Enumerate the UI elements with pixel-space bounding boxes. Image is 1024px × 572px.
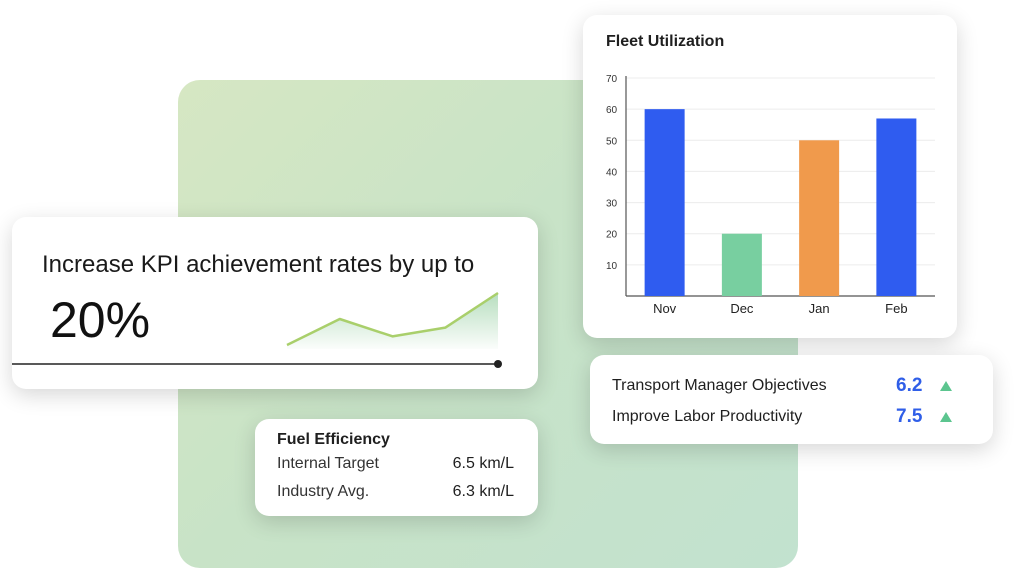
fuel-row-label: Industry Avg. xyxy=(277,483,370,500)
y-tick-label: 20 xyxy=(606,230,618,241)
kpi-trend-sparkline xyxy=(12,291,502,368)
sparkline-line xyxy=(286,291,499,347)
objective-label: Improve Labor Productivity xyxy=(612,408,803,425)
fuel-row: Internal Target 6.5 km/L xyxy=(277,455,514,473)
y-tick-label: 40 xyxy=(606,167,618,178)
bar-jan xyxy=(799,140,840,296)
bar-feb xyxy=(876,118,917,296)
divider-endpoint-dot xyxy=(494,360,502,368)
fleet-utilization-title: Fleet Utilization xyxy=(606,33,725,50)
x-tick-label: Dec xyxy=(730,301,754,316)
fuel-row-value: 6.5 km/L xyxy=(452,455,514,472)
fuel-row: Industry Avg. 6.3 km/L xyxy=(277,483,514,501)
kpi-value: 20% xyxy=(50,292,151,348)
triangle-up-icon xyxy=(940,381,952,391)
y-tick-label: 50 xyxy=(606,136,618,147)
x-tick-label: Feb xyxy=(885,301,907,316)
objective-row: Improve Labor Productivity 7.5 xyxy=(612,406,952,428)
x-tick-label: Jan xyxy=(809,301,830,316)
triangle-up-icon xyxy=(940,412,952,422)
objective-row: Transport Manager Objectives 6.2 xyxy=(612,375,952,397)
bar-dec xyxy=(721,233,762,296)
y-tick-label: 10 xyxy=(606,261,618,272)
fuel-efficiency-card: Fuel Efficiency Internal Target 6.5 km/L… xyxy=(255,419,538,516)
fleet-utilization-chart: 10 20 30 40 50 60 70 Nov Dec Jan Feb xyxy=(606,74,935,316)
fuel-efficiency-title: Fuel Efficiency xyxy=(277,431,390,448)
y-tick-label: 70 xyxy=(606,74,618,85)
y-tick-label: 30 xyxy=(606,199,618,210)
y-tick-label: 60 xyxy=(606,105,618,116)
fuel-row-value: 6.3 km/L xyxy=(452,483,514,500)
sparkline-area xyxy=(287,293,498,349)
kpi-card: Increase KPI achievement rates by up to … xyxy=(12,217,538,389)
fleet-utilization-card: Fleet Utilization 10 20 30 40 50 60 70 Nov Dec Ja… xyxy=(583,15,957,338)
bar-nov xyxy=(644,109,685,297)
x-tick-label: Nov xyxy=(653,301,677,316)
objectives-card: Transport Manager Objectives 6.2 Improve… xyxy=(590,355,993,444)
objective-label: Transport Manager Objectives xyxy=(612,377,827,394)
objective-value: 7.5 xyxy=(896,406,923,427)
fuel-row-label: Internal Target xyxy=(277,455,379,472)
objective-value: 6.2 xyxy=(896,375,923,396)
kpi-headline: Increase KPI achievement rates by up to xyxy=(42,251,475,278)
